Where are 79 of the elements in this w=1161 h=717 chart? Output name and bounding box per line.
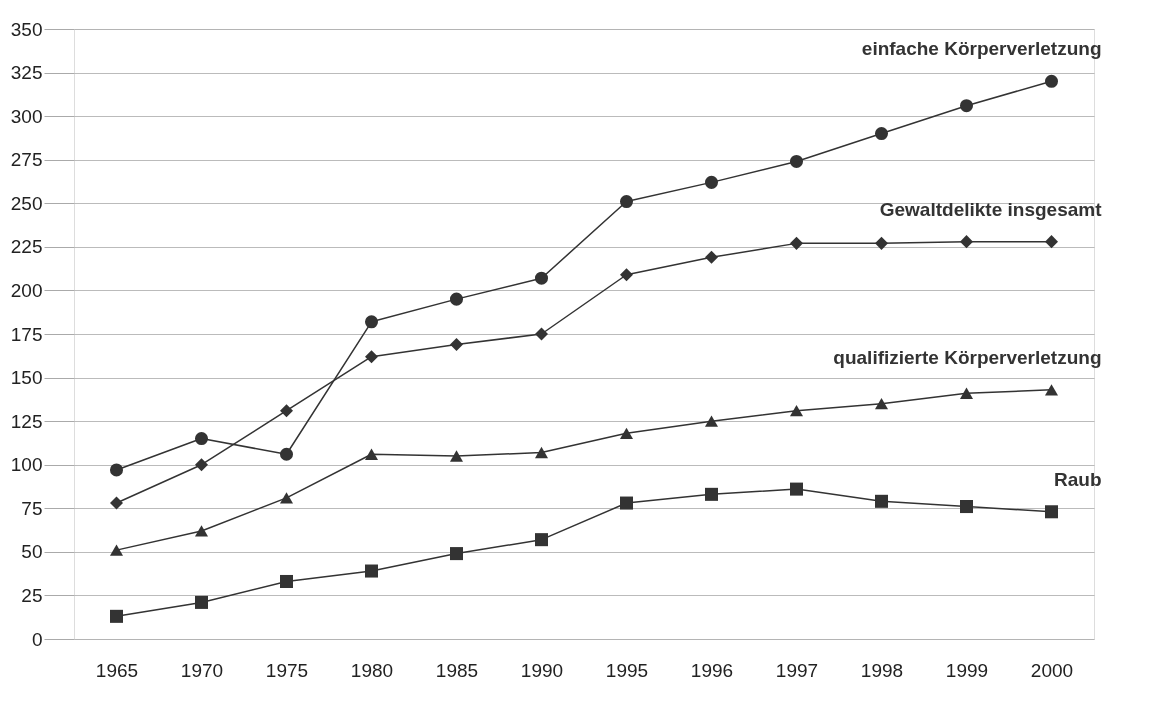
y-tick-label: 50 bbox=[21, 541, 43, 563]
point bbox=[194, 525, 209, 537]
y-tick-label: 150 bbox=[10, 367, 43, 389]
point bbox=[619, 195, 634, 209]
point bbox=[789, 482, 804, 496]
point bbox=[874, 236, 889, 250]
point bbox=[194, 432, 209, 446]
x-tick-label: 1970 bbox=[180, 659, 224, 681]
y-tick-label: 300 bbox=[10, 105, 43, 127]
series-label: Gewaltdelikte insgesamt bbox=[879, 198, 1103, 220]
y-tick-label: 25 bbox=[21, 584, 43, 606]
x-tick-label: 1980 bbox=[350, 659, 394, 681]
point bbox=[279, 574, 294, 588]
y-tick-label: 225 bbox=[10, 236, 43, 258]
point bbox=[704, 175, 719, 189]
point bbox=[704, 250, 719, 264]
point bbox=[619, 268, 634, 282]
y-tick-label: 75 bbox=[21, 497, 43, 519]
y-tick-label: 0 bbox=[31, 628, 43, 650]
point bbox=[874, 494, 889, 508]
series-label: qualifizierte Körperverletzung bbox=[833, 346, 1102, 368]
point bbox=[959, 387, 974, 399]
point bbox=[959, 99, 974, 113]
y-tick-label: 175 bbox=[10, 323, 43, 345]
point bbox=[789, 154, 804, 168]
point bbox=[109, 544, 124, 556]
x-tick-label: 1990 bbox=[520, 659, 564, 681]
series-label: Raub bbox=[1054, 468, 1102, 490]
y-tick-label: 350 bbox=[10, 18, 43, 40]
point bbox=[704, 415, 719, 427]
y-tick-label: 125 bbox=[10, 410, 43, 432]
point bbox=[874, 127, 889, 141]
y-tick-label: 250 bbox=[10, 192, 43, 214]
x-tick-label: 1999 bbox=[945, 659, 989, 681]
point bbox=[279, 447, 294, 461]
point bbox=[279, 404, 294, 418]
point bbox=[364, 564, 379, 578]
point bbox=[534, 446, 549, 459]
x-tick-label: 1975 bbox=[265, 659, 309, 681]
point bbox=[534, 327, 549, 341]
x-tick-label: 1997 bbox=[775, 659, 819, 681]
y-tick-label: 325 bbox=[10, 62, 43, 84]
point bbox=[449, 547, 464, 561]
point bbox=[1044, 384, 1059, 396]
point bbox=[364, 448, 379, 460]
point bbox=[789, 405, 804, 417]
x-tick-label: 1998 bbox=[860, 659, 904, 681]
point bbox=[1044, 235, 1059, 249]
x-tick-label: 1985 bbox=[435, 659, 479, 681]
point bbox=[109, 463, 124, 477]
point bbox=[364, 350, 379, 364]
point bbox=[619, 427, 634, 439]
point bbox=[534, 533, 549, 547]
point bbox=[449, 450, 464, 462]
point bbox=[279, 492, 294, 504]
y-tick-label: 100 bbox=[10, 454, 43, 476]
point bbox=[449, 337, 464, 351]
point bbox=[1044, 74, 1059, 88]
point bbox=[704, 487, 719, 501]
x-tick-label: 2000 bbox=[1030, 659, 1074, 681]
point bbox=[789, 236, 804, 250]
point bbox=[194, 595, 209, 609]
point bbox=[874, 398, 889, 410]
point bbox=[534, 271, 549, 285]
y-tick-label: 200 bbox=[10, 279, 43, 301]
x-tick-label: 1965 bbox=[95, 659, 139, 681]
point bbox=[619, 496, 634, 510]
x-tick-label: 1996 bbox=[690, 659, 734, 681]
y-tick-label: 275 bbox=[10, 149, 43, 171]
point bbox=[959, 235, 974, 249]
point bbox=[1044, 505, 1059, 519]
point bbox=[449, 292, 464, 306]
x-tick-label: 1995 bbox=[605, 659, 649, 681]
text: einfache Körperverletzung bbox=[861, 38, 1102, 60]
point bbox=[109, 496, 124, 510]
point bbox=[194, 458, 209, 472]
point bbox=[109, 609, 124, 623]
point bbox=[959, 500, 974, 514]
point bbox=[364, 315, 379, 329]
